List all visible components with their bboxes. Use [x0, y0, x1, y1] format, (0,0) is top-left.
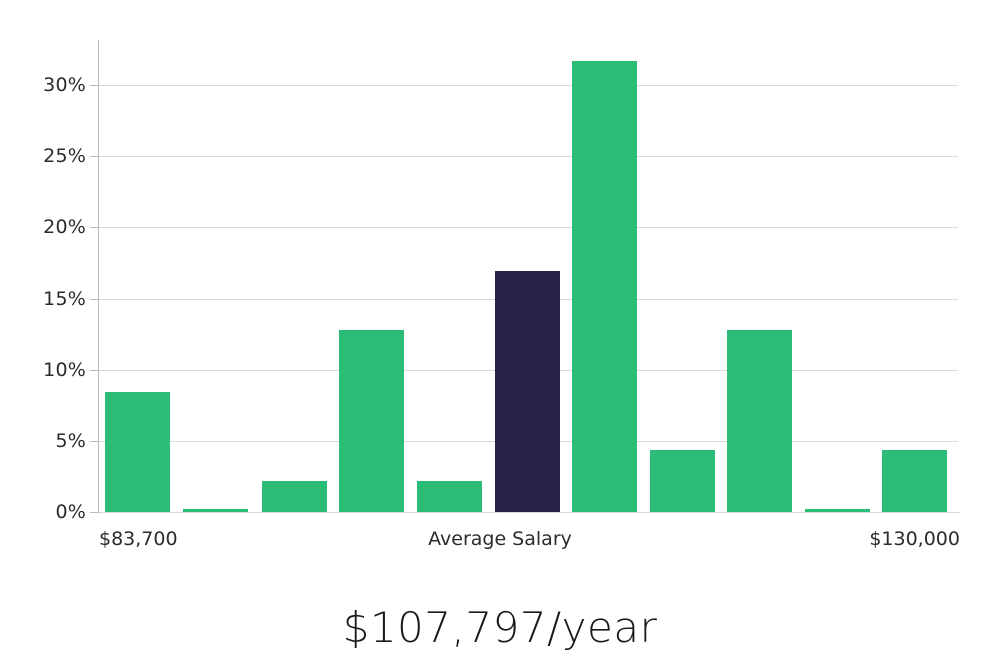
x-axis-min-label: $83,700: [99, 528, 178, 550]
y-tick-mark-25: [90, 156, 98, 157]
y-tick-label-20: 20%: [43, 216, 86, 238]
y-tick-label-25: 25%: [43, 145, 86, 167]
y-tick-mark-15: [90, 299, 98, 300]
bar-bin-3[interactable]: [262, 481, 327, 512]
x-axis-max-label: $130,000: [869, 528, 960, 550]
bar-bin-4[interactable]: [339, 330, 404, 512]
y-tick-label-15: 15%: [43, 288, 86, 310]
y-tick-mark-5: [90, 441, 98, 442]
bar-bin-8[interactable]: [650, 450, 715, 512]
y-axis-labels: 30% 25% 20% 15% 10% 5% 0%: [0, 0, 86, 660]
y-tick-label-5: 5%: [55, 430, 86, 452]
y-tick-label-30: 30%: [43, 74, 86, 96]
bar-bin-1[interactable]: [105, 392, 170, 512]
gridline-30: [98, 85, 958, 86]
average-salary-value: $107,797/year: [342, 603, 658, 652]
y-tick-label-10: 10%: [43, 359, 86, 381]
y-tick-mark-10: [90, 370, 98, 371]
bar-bin-7[interactable]: [572, 61, 637, 512]
y-tick-mark-30: [90, 85, 98, 86]
y-tick-mark-0: [90, 512, 98, 513]
bar-bin-9[interactable]: [727, 330, 792, 512]
bar-bin-2[interactable]: [183, 509, 248, 512]
x-axis-baseline: [98, 512, 960, 513]
x-axis-center-label: Average Salary: [428, 528, 572, 550]
y-tick-mark-20: [90, 227, 98, 228]
bar-bin-6-highlighted[interactable]: [495, 271, 560, 512]
bar-bin-11[interactable]: [882, 450, 947, 512]
gridline-25: [98, 156, 958, 157]
y-tick-label-0: 0%: [55, 501, 86, 523]
bar-bin-10[interactable]: [805, 509, 870, 512]
gridline-20: [98, 227, 958, 228]
plot-area: [98, 40, 958, 512]
bar-bin-5[interactable]: [417, 481, 482, 512]
y-axis-line: [98, 40, 99, 513]
